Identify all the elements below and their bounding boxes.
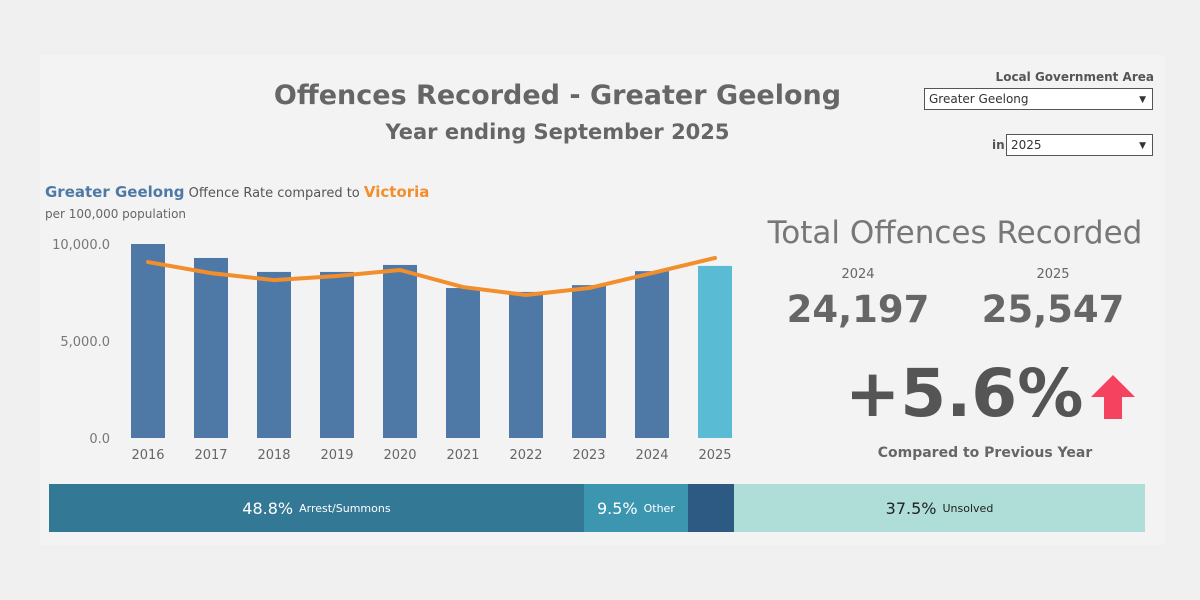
bar-2022 <box>509 291 543 438</box>
lga-select[interactable]: Greater Geelong ▼ <box>924 88 1153 110</box>
x-tick-label: 2023 <box>572 448 605 463</box>
chevron-down-icon: ▼ <box>1139 141 1146 151</box>
bar-2018 <box>257 271 291 438</box>
chart-units: per 100,000 population <box>45 207 187 221</box>
x-tick-label: 2018 <box>257 448 290 463</box>
outcome-segment-unlabeled[interactable] <box>687 484 734 532</box>
chart-heading-middle: Offence Rate compared to <box>188 186 360 201</box>
x-tick-label: 2019 <box>320 448 353 463</box>
bar-2020 <box>383 264 417 438</box>
page-title: Offences Recorded - Greater Geelong <box>273 80 842 111</box>
bar-2016 <box>131 244 165 438</box>
lga-select-value: Greater Geelong <box>929 92 1029 106</box>
chevron-down-icon: ▼ <box>1139 95 1146 105</box>
kpi-curr-year: 2025 <box>1036 267 1070 282</box>
x-tick-label: 2022 <box>509 448 542 463</box>
kpi-prev-value: 24,197 <box>786 288 930 331</box>
outcome-label: Other <box>643 501 675 515</box>
outcome-segment-other[interactable]: 9.5% Other <box>583 484 688 532</box>
outcome-percent: 37.5% <box>885 498 937 518</box>
x-tick-label: 2024 <box>635 448 668 463</box>
victoria-line <box>146 255 717 298</box>
kpi-prev-year: 2024 <box>841 267 875 282</box>
page-subtitle: Year ending September 2025 <box>385 120 730 144</box>
chart-heading: Greater Geelong Offence Rate compared to… <box>45 183 429 201</box>
chart-heading-area: Greater Geelong <box>45 183 185 201</box>
y-tick-label: 10,000.0 <box>52 238 110 253</box>
y-tick-label: 5,000.0 <box>60 335 110 350</box>
bar-2025 <box>698 265 732 438</box>
kpi-change: +5.6% <box>845 355 1084 432</box>
outcome-percent: 48.8% <box>242 498 294 518</box>
chart-heading-compare: Victoria <box>363 183 430 201</box>
kpi-title: Total Offences Recorded <box>767 215 1143 251</box>
arrow-up-icon <box>1091 375 1135 419</box>
bar-2019 <box>320 271 354 438</box>
year-select-value: 2025 <box>1011 138 1042 152</box>
bar-2021 <box>446 288 480 438</box>
kpi-change-label: Compared to Previous Year <box>877 445 1093 461</box>
x-tick-label: 2016 <box>131 448 164 463</box>
bar-2023 <box>572 285 606 438</box>
offence-rate-chart: 0.0 5,000.0 10,000.0 2016 2017 2018 2019 2020 20… <box>52 238 732 463</box>
bar-2017 <box>194 257 228 438</box>
y-tick-label: 0.0 <box>89 432 110 447</box>
x-tick-label: 2025 <box>698 448 731 463</box>
outcome-segment-unsolved[interactable]: 37.5% Unsolved <box>734 484 1145 532</box>
x-tick-label: 2017 <box>194 448 227 463</box>
year-select[interactable]: 2025 ▼ <box>1006 134 1153 156</box>
bar-2024 <box>635 271 669 438</box>
outcome-label: Unsolved <box>942 501 994 515</box>
outcome-label: Arrest/Summons <box>299 501 391 515</box>
kpi-curr-value: 25,547 <box>981 288 1125 331</box>
x-tick-label: 2021 <box>446 448 479 463</box>
year-filter-label: in <box>992 138 1005 152</box>
outcome-segment-arrest-summons[interactable]: 48.8% Arrest/Summons <box>49 484 584 532</box>
outcome-percent: 9.5% <box>596 498 638 518</box>
x-tick-label: 2020 <box>383 448 416 463</box>
lga-filter-label: Local Government Area <box>995 70 1154 84</box>
